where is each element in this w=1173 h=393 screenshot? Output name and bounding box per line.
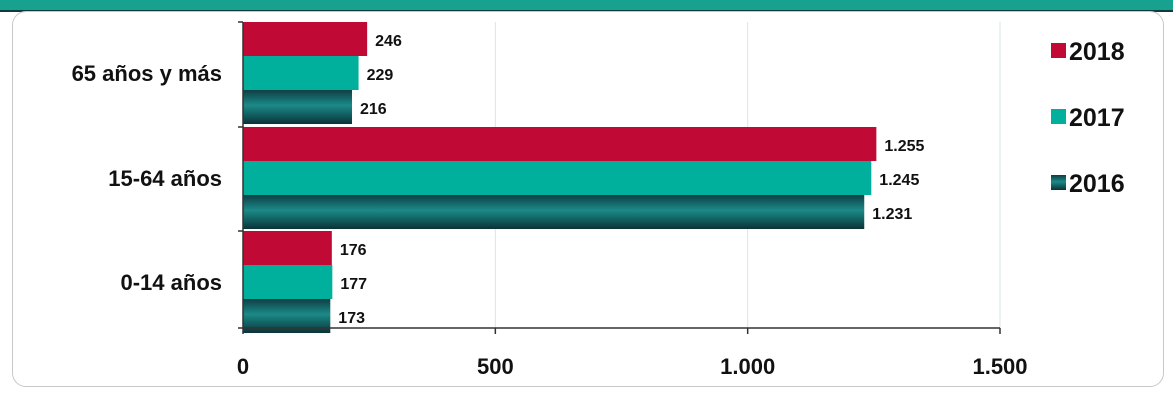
x-tick-label: 1.000 [720,354,775,379]
legend-label-2018: 2018 [1069,38,1125,66]
legend-swatch-2016 [1051,175,1066,190]
category-label: 0-14 años [121,270,223,295]
data-label: 1.255 [884,138,924,155]
category-label: 65 años y más [72,61,222,86]
bar-2018 [243,231,332,265]
data-label: 229 [367,67,394,84]
data-label: 177 [340,276,367,293]
bar-2017 [243,56,359,90]
bar-2018 [243,127,877,161]
bar-2018 [243,22,368,56]
bar-2016 [243,90,353,124]
data-label: 1.231 [872,206,912,223]
legend-label-2017: 2017 [1069,104,1125,132]
data-label: 246 [375,33,402,50]
x-tick-label: 500 [477,354,514,379]
data-label: 173 [338,310,365,327]
bar-2017 [243,265,333,299]
legend-swatch-2018 [1051,43,1066,58]
legend-label-2016: 2016 [1069,170,1125,198]
bar-2016 [243,195,865,229]
data-label: 176 [340,242,367,259]
x-tick-label: 0 [237,354,249,379]
data-label: 1.245 [879,172,919,189]
category-label: 15-64 años [108,166,222,191]
bar-2017 [243,161,872,195]
legend-swatch-2017 [1051,109,1066,124]
x-tick-label: 1.500 [972,354,1027,379]
data-label: 216 [360,101,387,118]
